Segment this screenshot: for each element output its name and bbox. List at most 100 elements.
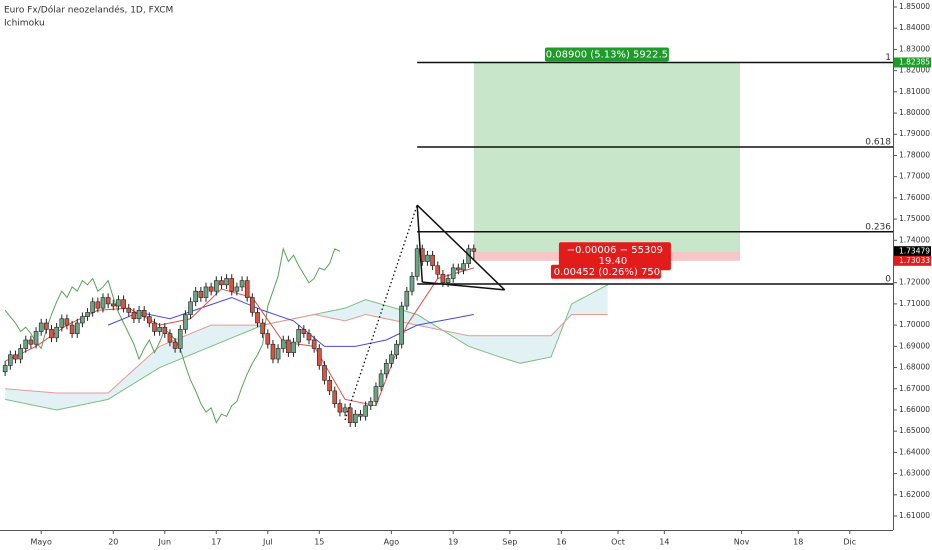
candle-body bbox=[471, 248, 477, 252]
y-tick-label: 1.83000 bbox=[899, 44, 930, 53]
price-tag-label: 1.73479 bbox=[899, 246, 930, 255]
y-tick-label: 1.78000 bbox=[899, 150, 930, 159]
candle-body bbox=[244, 280, 250, 298]
candle-body bbox=[110, 303, 116, 307]
y-tick-label: 1.72000 bbox=[899, 278, 930, 287]
candle-body bbox=[2, 365, 8, 373]
candle-body bbox=[280, 339, 286, 349]
pnl-label: −0.00006 − 55309 bbox=[567, 245, 663, 256]
triangle-line bbox=[416, 204, 506, 291]
y-tick-label: 1.70000 bbox=[899, 320, 930, 329]
candle-body bbox=[80, 316, 85, 324]
candle-body bbox=[363, 405, 368, 417]
pnl-label-bg bbox=[558, 242, 671, 271]
candle-body bbox=[291, 341, 296, 353]
candle-body bbox=[322, 365, 327, 381]
x-tick-label: Sep bbox=[502, 538, 517, 547]
candle-body bbox=[28, 339, 34, 345]
candle-body bbox=[311, 339, 317, 349]
price-tag bbox=[894, 57, 931, 68]
candle-body bbox=[64, 318, 70, 326]
y-tick-label: 1.74000 bbox=[899, 235, 930, 244]
candle-body bbox=[147, 316, 152, 324]
candle-body bbox=[54, 326, 59, 339]
y-tick-label: 1.77000 bbox=[899, 172, 930, 181]
x-tick-label: 18 bbox=[793, 538, 803, 547]
y-tick-label: 1.80000 bbox=[899, 108, 930, 117]
candle-body bbox=[224, 278, 229, 286]
kijun-sen bbox=[107, 297, 474, 347]
y-tick-label: 1.68000 bbox=[899, 363, 930, 372]
candle-body bbox=[353, 413, 358, 423]
x-tick-label: 19 bbox=[448, 538, 458, 547]
candle-body bbox=[255, 312, 260, 324]
candle-body bbox=[121, 299, 126, 309]
ichimoku-cloud bbox=[5, 284, 608, 410]
indicator-name: Ichimoku bbox=[4, 19, 45, 29]
y-tick-label: 1.81000 bbox=[899, 87, 930, 96]
chart-title: Euro Fx/Dólar neozelandés, 1D, FXCM bbox=[4, 5, 173, 16]
y-tick-label: 1.85000 bbox=[899, 2, 930, 11]
x-tick-label: Jul bbox=[262, 538, 273, 547]
candle-body bbox=[296, 329, 301, 343]
triangle-line bbox=[422, 281, 505, 291]
candle-body bbox=[342, 407, 348, 413]
candle-body bbox=[316, 348, 322, 366]
candle-body bbox=[183, 314, 188, 330]
candle-body bbox=[33, 331, 39, 345]
y-tick-label: 1.75000 bbox=[899, 214, 930, 223]
x-tick-label: 15 bbox=[314, 538, 324, 547]
candle-body bbox=[136, 309, 142, 320]
candle-body bbox=[373, 386, 379, 402]
candle-body bbox=[23, 339, 29, 349]
candle-body bbox=[13, 354, 18, 360]
candle-body bbox=[425, 254, 430, 262]
candle-body bbox=[105, 297, 111, 305]
candle-body bbox=[389, 354, 394, 364]
candle-body bbox=[414, 248, 420, 277]
x-tick-label: 16 bbox=[556, 538, 566, 547]
stop-label-bg bbox=[550, 264, 661, 279]
y-tick-label: 1.65000 bbox=[899, 426, 930, 435]
candle-body bbox=[162, 326, 168, 334]
price-tag-label: 1.73033 bbox=[899, 256, 930, 265]
fib-label: 0.618 bbox=[865, 137, 891, 147]
y-tick-label: 1.64000 bbox=[899, 447, 930, 456]
triangle-line bbox=[416, 205, 424, 283]
candle-body bbox=[229, 278, 235, 292]
candle-body bbox=[188, 301, 193, 315]
candle-body bbox=[85, 312, 90, 317]
y-tick-label: 1.84000 bbox=[899, 23, 930, 32]
fib-label: 1 bbox=[885, 53, 891, 63]
candle-body bbox=[430, 254, 435, 267]
y-tick-label: 1.67000 bbox=[899, 384, 930, 393]
candle-body bbox=[219, 280, 224, 286]
candle-body bbox=[399, 305, 404, 345]
candle-body bbox=[38, 322, 44, 332]
candle-body bbox=[100, 297, 106, 309]
candle-body bbox=[7, 354, 13, 366]
candle-body bbox=[347, 407, 353, 423]
candle-body bbox=[172, 341, 178, 349]
candle-body bbox=[74, 322, 80, 334]
candle-body bbox=[177, 329, 183, 349]
fib-label: 0.236 bbox=[865, 222, 891, 232]
candle-body bbox=[368, 401, 374, 407]
x-tick-label: Oct bbox=[611, 538, 625, 547]
y-tick-label: 1.76000 bbox=[899, 193, 930, 202]
x-tick-label: Nov bbox=[734, 538, 750, 547]
plot-area: 1 0.618 0.236 0 0.08900 (5.13%) 5922.5 19.40−… bbox=[2, 47, 893, 427]
y-tick-label: 1.69000 bbox=[899, 341, 930, 350]
y-tick-label: 1.71000 bbox=[899, 299, 930, 308]
candle-body bbox=[116, 299, 121, 307]
candle-body bbox=[234, 286, 240, 292]
candle-body bbox=[327, 379, 332, 392]
candle-body bbox=[69, 324, 75, 334]
candle-body bbox=[456, 267, 461, 271]
candle-body bbox=[450, 267, 456, 279]
candle-body bbox=[265, 333, 271, 345]
stop-label: 0.00452 (0.26%) 750 bbox=[554, 267, 660, 278]
candle-body bbox=[95, 301, 101, 309]
candle-body bbox=[394, 343, 399, 356]
